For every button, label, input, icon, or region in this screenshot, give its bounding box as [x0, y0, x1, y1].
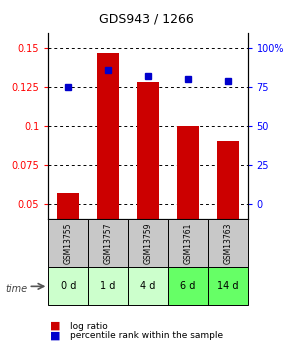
- Bar: [168, 267, 208, 305]
- Bar: [48, 219, 88, 267]
- Text: time: time: [6, 284, 28, 294]
- Bar: [88, 219, 128, 267]
- Bar: [208, 267, 248, 305]
- Text: GSM13757: GSM13757: [104, 223, 113, 264]
- Text: ■: ■: [50, 321, 60, 331]
- Bar: [177, 126, 199, 219]
- Text: log ratio: log ratio: [70, 322, 108, 331]
- Bar: [137, 82, 159, 219]
- Bar: [217, 141, 239, 219]
- Bar: [128, 219, 168, 267]
- Text: GSM13759: GSM13759: [144, 223, 152, 264]
- Text: GSM13755: GSM13755: [64, 223, 73, 264]
- Text: 14 d: 14 d: [217, 282, 239, 291]
- Text: GSM13761: GSM13761: [183, 223, 192, 264]
- Text: percentile rank within the sample: percentile rank within the sample: [70, 331, 224, 340]
- Text: 4 d: 4 d: [140, 282, 156, 291]
- Text: ■: ■: [50, 331, 60, 340]
- Bar: [97, 53, 119, 219]
- Text: 6 d: 6 d: [180, 282, 195, 291]
- Bar: [128, 267, 168, 305]
- Bar: [168, 219, 208, 267]
- Text: GSM13763: GSM13763: [223, 223, 232, 264]
- Bar: [208, 219, 248, 267]
- Bar: [57, 193, 79, 219]
- Bar: [48, 267, 88, 305]
- Text: 1 d: 1 d: [100, 282, 116, 291]
- Text: 0 d: 0 d: [61, 282, 76, 291]
- Text: GDS943 / 1266: GDS943 / 1266: [99, 12, 194, 25]
- Bar: [88, 267, 128, 305]
